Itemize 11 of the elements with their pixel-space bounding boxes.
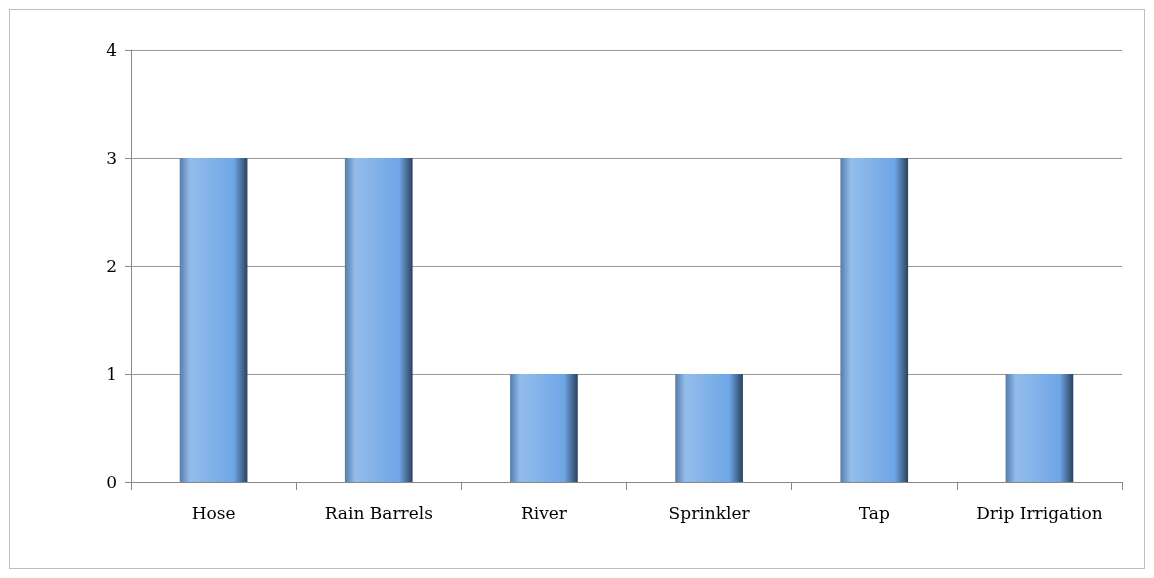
y-tick-label: 1 [106,364,117,384]
y-tick-label: 2 [106,256,117,276]
x-tick-label: Hose [191,502,236,523]
x-tick-label: River [520,502,568,523]
y-tick-label: 4 [106,40,117,60]
x-tick-label: Rain Barrels [324,502,433,523]
x-tick-label: Tap [858,502,890,523]
x-tick-label: Drip Irrigation [976,502,1103,523]
x-tick-label: Sprinkler [668,502,751,523]
y-tick-label: 3 [106,148,117,168]
y-tick-label: 0 [106,472,117,492]
